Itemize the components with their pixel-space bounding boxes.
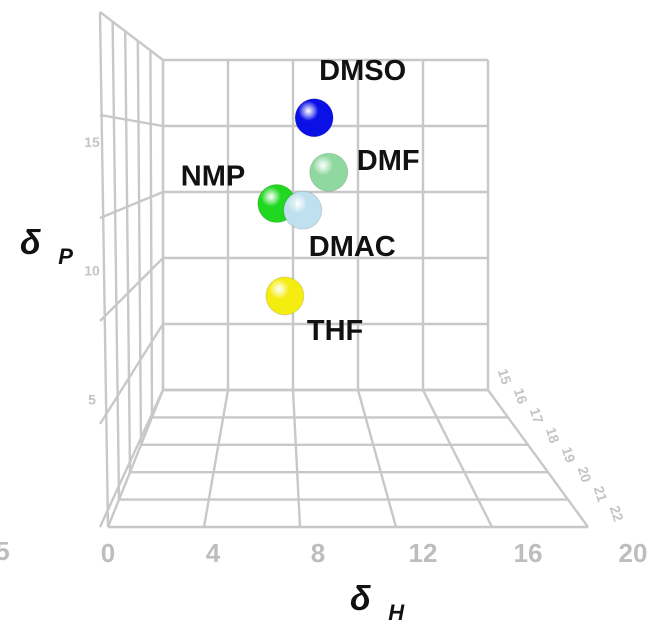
y-tick-label: 5 <box>88 391 96 407</box>
floor-gridline <box>421 389 494 528</box>
left-wall-gridline <box>136 40 143 445</box>
floor-gridline <box>356 389 398 528</box>
x-tick-label: 4 <box>206 538 221 568</box>
floor-gridline <box>487 389 589 528</box>
floor-gridline <box>202 389 230 528</box>
y-tick-label: 15 <box>84 134 100 150</box>
point-label-nmp: NMP <box>181 161 245 193</box>
left-wall-gridline <box>99 257 164 322</box>
z-tick-label: 16 <box>511 386 531 406</box>
data-point-dmso <box>294 98 334 138</box>
left-wall-gridline <box>124 31 132 473</box>
z-tick-label: 20 <box>575 464 595 484</box>
y-axis-label: δ P <box>20 224 73 269</box>
z-tick-label: 18 <box>543 425 563 445</box>
y-axis-label-symbol: δ <box>20 224 41 262</box>
x-tick-label: 20 <box>619 538 648 568</box>
x-axis-label: δ H <box>350 580 405 624</box>
left-wall-gridline <box>98 323 165 425</box>
left-wall-gridline <box>98 11 110 528</box>
z-tick-label: 21 <box>591 484 611 504</box>
y-tick-label: 10 <box>84 263 100 279</box>
left-wall-gridline <box>111 21 121 500</box>
data-point-thf <box>265 276 305 316</box>
z-tick-label: 19 <box>559 445 579 465</box>
left-wall-gridline <box>98 389 165 528</box>
floor-gridline <box>291 389 302 528</box>
point-label-thf: THF <box>307 315 363 347</box>
z-tick-label: 17 <box>527 406 547 426</box>
x-tick-label: 0 <box>101 538 115 568</box>
point-label-dmac: DMAC <box>309 231 396 263</box>
left-wall-gridline <box>99 113 164 128</box>
data-point-dmf <box>309 152 349 192</box>
z-tick-label: 22 <box>607 504 627 524</box>
x-axis-label-symbol: δ <box>350 580 371 618</box>
data-point-dmac <box>283 190 323 230</box>
left-wall-gridline <box>99 11 164 61</box>
y-tick-labels: 5 10 15 <box>84 134 100 408</box>
data-points: DMSO DMF NMP DMAC THF <box>181 55 420 347</box>
left-edge-tick-label: .5 <box>0 536 10 566</box>
x-axis-label-subscript: H <box>388 600 405 624</box>
grid-lines <box>98 11 589 529</box>
x-tick-labels: 0 4 8 12 16 20 <box>101 538 648 568</box>
point-label-dmf: DMF <box>357 145 420 177</box>
x-tick-label: 16 <box>514 538 543 568</box>
x-tick-label: 8 <box>311 538 325 568</box>
point-label-dmso: DMSO <box>319 55 406 87</box>
z-tick-label: 15 <box>495 367 515 387</box>
floor-gridline <box>106 389 165 528</box>
x-tick-label: 12 <box>409 538 438 568</box>
left-wall-gridline <box>149 50 154 418</box>
y-axis-label-subscript: P <box>58 244 73 269</box>
left-wall-gridline <box>99 190 164 220</box>
